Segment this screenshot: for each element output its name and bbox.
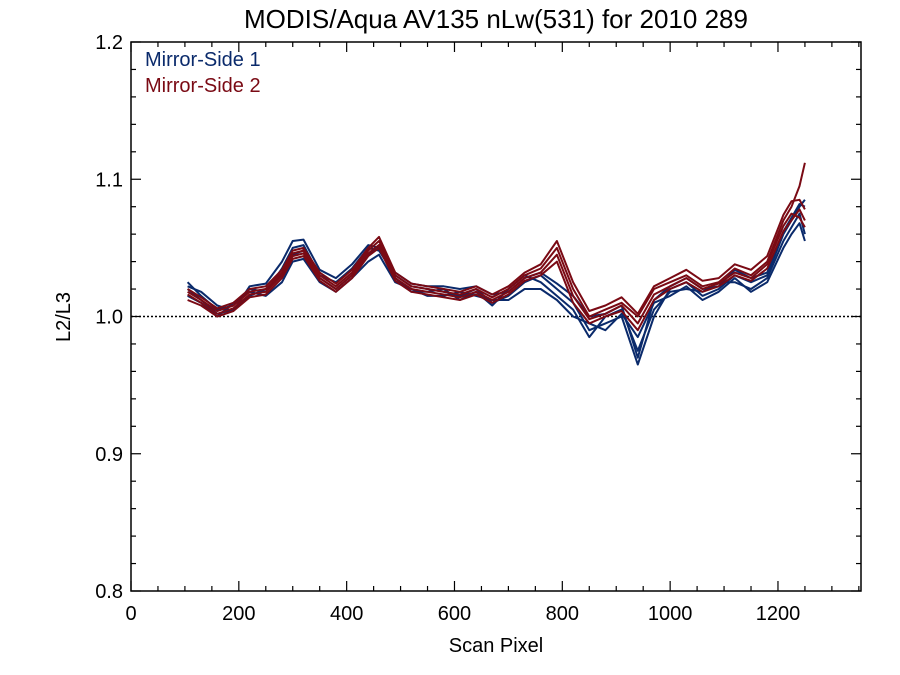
legend: Mirror-Side 1 Mirror-Side 2 — [145, 49, 261, 97]
y-tick-label: 0.9 — [95, 444, 123, 466]
x-tick-label: 400 — [330, 603, 363, 625]
series-group — [186, 162, 806, 366]
y-tick-label: 1.2 — [95, 32, 123, 54]
x-tick-label: 600 — [438, 603, 471, 625]
y-tick-label: 1.0 — [95, 307, 123, 329]
series-line — [187, 212, 806, 325]
series-line — [186, 212, 806, 352]
x-tick-label: 200 — [222, 603, 255, 625]
series-line — [187, 222, 806, 339]
x-tick-label: 0 — [125, 603, 136, 625]
series-line — [187, 208, 806, 332]
legend-item: Mirror-Side 2 — [145, 75, 261, 97]
x-tick-label: 800 — [546, 603, 579, 625]
x-tick-label: 1000 — [648, 603, 693, 625]
axis-ticks — [130, 41, 861, 592]
x-axis-label: Scan Pixel — [449, 635, 544, 657]
series-line — [187, 162, 806, 318]
series-line — [187, 198, 806, 315]
x-tick-label: 1200 — [756, 603, 801, 625]
plot-frame — [130, 41, 862, 592]
y-tick-label: 0.8 — [95, 581, 123, 603]
chart-title: MODIS/Aqua AV135 nLw(531) for 2010 289 — [244, 4, 748, 34]
y-axis-label: L2/L3 — [53, 292, 75, 342]
y-tick-label: 1.1 — [95, 169, 123, 191]
series-line — [186, 199, 806, 366]
axis-tick-labels: 0 200 400 600 800 1000 1200 0.8 0.9 1.0 1.1 1.2 — [95, 32, 800, 625]
legend-item: Mirror-Side 1 — [145, 49, 261, 71]
